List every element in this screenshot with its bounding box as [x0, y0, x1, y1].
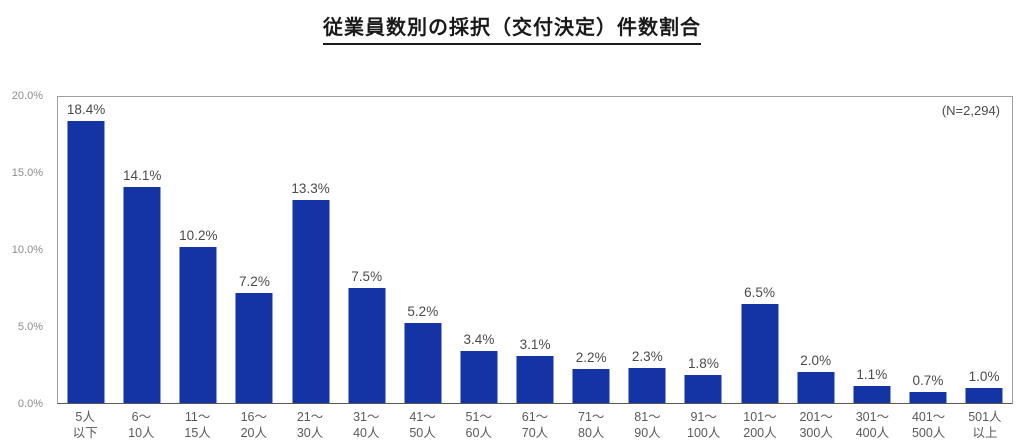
bar-column: 3.4%	[451, 97, 507, 403]
x-axis-labels: 5人 以下 6～ 10人 11～ 15人 16～ 20人 21～ 30人 31～ 40人 4…	[57, 409, 1013, 442]
bar-value-label: 5.2%	[407, 304, 439, 320]
bar-column: 18.4%	[58, 97, 114, 403]
bar-value-label: 3.1%	[519, 336, 551, 352]
x-axis-category-label: 11～ 15人	[184, 410, 211, 441]
y-axis: 0.0% 5.0% 10.0% 15.0% 20.0%	[0, 90, 50, 410]
bar	[909, 392, 947, 403]
bar-value-label: 1.0%	[968, 368, 1000, 384]
bar-value-label: 13.3%	[291, 180, 330, 196]
x-axis-category-label: 201～ 300人	[799, 410, 833, 441]
bar-column: 7.2%	[226, 97, 282, 403]
x-axis-category-label: 51～ 60人	[465, 410, 492, 441]
bar-column: 13.3%	[283, 97, 339, 403]
x-axis-category-label: 41～ 50人	[409, 410, 436, 441]
bar	[853, 386, 891, 403]
x-axis-category-label: 61～ 70人	[521, 410, 549, 441]
x-axis-category-label: 5人 以下	[72, 410, 98, 441]
bar-column: 14.1%	[114, 97, 170, 403]
x-axis-category-label: 81～ 90人	[634, 410, 661, 441]
chart-title: 従業員数別の採択（交付決定）件数割合	[0, 11, 1024, 45]
bar-column: 1.1%	[844, 97, 900, 403]
bar-column: 6.5%	[732, 97, 788, 403]
x-axis-category-label: 16～ 20人	[240, 410, 268, 441]
y-axis-tick-label: 10.0%	[11, 244, 43, 256]
bar	[460, 350, 498, 403]
bar-column: 1.0%	[956, 97, 1012, 403]
bar	[628, 367, 666, 403]
bar-value-label: 2.0%	[800, 353, 832, 369]
bar-column: 2.3%	[619, 97, 675, 403]
bar-value-label: 1.8%	[688, 356, 719, 372]
x-axis-category-label: 21～ 30人	[296, 410, 324, 441]
bar-value-label: 0.7%	[912, 373, 944, 389]
bar-column: 5.2%	[395, 97, 451, 403]
y-axis-tick-label: 20.0%	[11, 90, 43, 102]
bar	[965, 387, 1003, 403]
chart-title-text: 従業員数別の採択（交付決定）件数割合	[323, 11, 701, 45]
bar-column: 1.8%	[675, 97, 731, 403]
bar	[572, 369, 610, 403]
bar	[741, 303, 779, 403]
bar-column: 10.2%	[170, 97, 226, 403]
bar	[179, 246, 217, 403]
bar-value-label: 18.4%	[66, 102, 106, 118]
x-axis-category-label: 501人 以上	[968, 410, 1002, 441]
x-axis-category-label: 6～ 10人	[128, 410, 155, 441]
x-axis-category-label: 301～ 400人	[855, 410, 890, 441]
bar-value-label: 10.2%	[179, 227, 218, 243]
bar-column: 7.5%	[339, 97, 395, 403]
x-axis-category-label: 91～ 100人	[687, 410, 721, 441]
bar-value-label: 2.3%	[631, 348, 663, 364]
y-axis-tick-label: 15.0%	[11, 167, 43, 179]
bars-container: 18.4% 14.1% 10.2% 7.2% 13.3% 7.5% 5.2% 3.4% 3.1%…	[58, 97, 1012, 403]
bar	[292, 199, 330, 403]
x-axis-category-label: 101～ 200人	[743, 410, 777, 441]
bar-column: 3.1%	[507, 97, 563, 403]
bar-column: 2.2%	[563, 97, 619, 403]
bar-column: 0.7%	[900, 97, 956, 403]
bar	[516, 355, 554, 403]
y-axis-tick-label: 5.0%	[17, 321, 43, 333]
bar	[67, 121, 105, 403]
bar	[348, 288, 386, 403]
x-axis-category-label: 401～ 500人	[911, 410, 946, 441]
y-axis-tick-label: 0.0%	[17, 398, 43, 410]
bar	[404, 323, 442, 403]
bar-value-label: 2.2%	[575, 350, 607, 366]
bar-value-label: 3.4%	[463, 331, 495, 347]
bar-column: 2.0%	[788, 97, 844, 403]
bar-value-label: 6.5%	[744, 284, 775, 300]
sample-size-annotation: (N=2,294)	[941, 103, 1000, 118]
bar	[123, 187, 161, 403]
bar	[235, 292, 273, 403]
bar	[797, 372, 835, 403]
bar	[684, 375, 722, 403]
x-axis-category-label: 71～ 80人	[578, 410, 605, 441]
bar-value-label: 1.1%	[856, 367, 888, 383]
bar-value-label: 7.5%	[351, 269, 383, 285]
plot-area: (N=2,294) 18.4% 14.1% 10.2% 7.2% 13.3% 7.5% 5.…	[57, 96, 1013, 404]
x-axis-category-label: 31～ 40人	[353, 410, 380, 441]
bar-value-label: 14.1%	[123, 168, 162, 184]
bar-value-label: 7.2%	[239, 273, 270, 289]
